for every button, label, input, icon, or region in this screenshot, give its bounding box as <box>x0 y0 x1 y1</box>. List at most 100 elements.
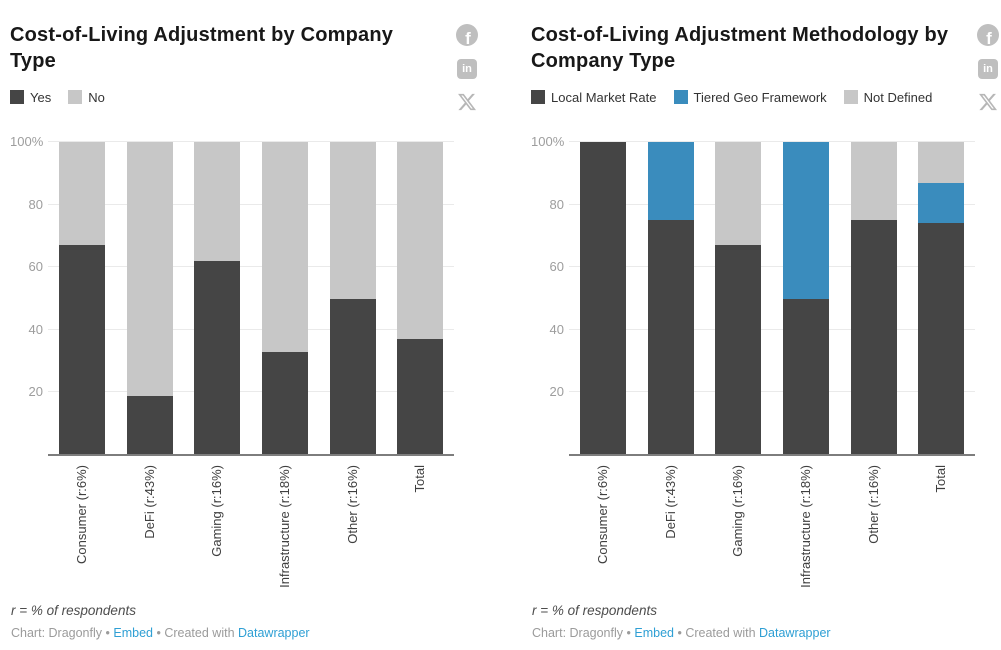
y-axis-tick-label: 60 <box>549 259 564 275</box>
datawrapper-link[interactable]: Datawrapper <box>238 626 310 640</box>
credit-separator: • <box>156 626 161 640</box>
gridline <box>569 328 975 330</box>
gridline <box>48 203 454 205</box>
x-axis-label: Total <box>933 465 949 493</box>
bars <box>569 142 975 455</box>
legend: Yes No <box>10 89 480 105</box>
chart-card-cola-by-company-type: f in Cost-of-Living Adjustment by Compan… <box>10 0 480 641</box>
bar-2[interactable] <box>715 142 762 455</box>
bar-0[interactable] <box>58 142 105 455</box>
facebook-glyph: f <box>465 29 471 46</box>
bar-slot <box>569 142 637 455</box>
bar-2[interactable] <box>194 142 241 455</box>
datawrapper-link[interactable]: Datawrapper <box>759 626 831 640</box>
bar-segment[interactable] <box>715 245 762 455</box>
facebook-share-icon[interactable]: f <box>456 24 478 46</box>
bar-segment[interactable] <box>58 142 105 246</box>
bar-segment[interactable] <box>579 142 626 455</box>
bar-segment[interactable] <box>850 220 897 455</box>
bar-segment[interactable] <box>850 142 897 221</box>
legend-item[interactable]: No <box>68 90 105 105</box>
bar-segment[interactable] <box>261 142 308 352</box>
bar-segment[interactable] <box>397 339 444 455</box>
bar-slot <box>319 142 387 455</box>
credit-byline: Chart: Dragonfly <box>532 626 624 640</box>
embed-link[interactable]: Embed <box>113 626 153 640</box>
chart-credit: Chart: Dragonfly • Embed • Created with … <box>532 625 1001 641</box>
bar-segment[interactable] <box>58 245 105 455</box>
credit-separator: • <box>626 626 631 640</box>
linkedin-share-icon[interactable]: in <box>978 59 998 79</box>
x-twitter-share-icon[interactable] <box>457 92 477 112</box>
credit-created-with: Created with <box>685 626 756 640</box>
x-axis-label: Total <box>412 465 428 493</box>
bar-slot <box>840 142 908 455</box>
facebook-share-icon[interactable]: f <box>977 24 999 46</box>
y-axis-tick-label: 100% <box>531 134 565 149</box>
bar-5[interactable] <box>397 142 444 455</box>
legend-item[interactable]: Local Market Rate <box>531 90 657 105</box>
bar-5[interactable] <box>918 142 965 455</box>
bar-1[interactable] <box>647 142 694 455</box>
bar-segment[interactable] <box>126 142 173 396</box>
bars <box>48 142 454 455</box>
bar-4[interactable] <box>329 142 376 455</box>
y-axis-tick-label: 40 <box>28 321 43 337</box>
gridline <box>48 328 454 330</box>
legend-swatch <box>531 90 545 104</box>
plot-area: 20 40 60 80 100% <box>531 134 1001 456</box>
bar-4[interactable] <box>850 142 897 455</box>
y-axis-tick-label: 20 <box>28 384 43 400</box>
legend-item[interactable]: Tiered Geo Framework <box>673 90 827 105</box>
bar-segment[interactable] <box>782 298 829 455</box>
bar-1[interactable] <box>126 142 173 455</box>
bar-3[interactable] <box>261 142 308 455</box>
bar-slot <box>772 142 840 455</box>
bar-segment[interactable] <box>918 182 965 224</box>
bar-segment[interactable] <box>647 142 694 221</box>
chart-footnote: r = % of respondents <box>11 603 136 618</box>
bar-segment[interactable] <box>397 142 444 340</box>
y-axis-tick-label: 60 <box>28 259 43 275</box>
bar-segment[interactable] <box>329 142 376 299</box>
bar-segment[interactable] <box>782 142 829 299</box>
legend-swatch <box>68 90 83 104</box>
x-axis-line <box>48 454 454 456</box>
x-twitter-share-icon[interactable] <box>978 92 998 112</box>
bar-segment[interactable] <box>918 142 965 183</box>
linkedin-glyph: in <box>983 63 993 75</box>
bar-segment[interactable] <box>715 142 762 246</box>
bar-segment[interactable] <box>647 220 694 455</box>
y-axis-tick-label: 80 <box>549 196 564 212</box>
x-axis-label: DeFi (r:43%) <box>662 465 678 539</box>
bar-segment[interactable] <box>918 223 965 455</box>
bar-0[interactable] <box>579 142 626 455</box>
y-axis-tick-label: 40 <box>549 321 564 337</box>
bar-segment[interactable] <box>194 260 241 455</box>
bar-segment[interactable] <box>329 298 376 455</box>
legend-label: Yes <box>30 89 52 105</box>
gridline <box>569 391 975 393</box>
bar-segment[interactable] <box>126 395 173 455</box>
plot-area: 20 40 60 80 100% <box>10 134 480 456</box>
x-axis-label: Other (r:16%) <box>344 465 360 544</box>
bar-segment[interactable] <box>194 142 241 261</box>
bar-segment[interactable] <box>261 351 308 455</box>
bar-3[interactable] <box>782 142 829 455</box>
x-axis-label: Infrastructure (r:18%) <box>276 465 292 588</box>
embed-link[interactable]: Embed <box>634 626 674 640</box>
gridline <box>48 141 454 142</box>
linkedin-share-icon[interactable]: in <box>457 59 477 79</box>
credit-created-with: Created with <box>164 626 235 640</box>
x-axis-line <box>569 454 975 456</box>
legend-item[interactable]: Not Defined <box>843 89 933 105</box>
legend-item[interactable]: Yes <box>10 90 51 105</box>
y-axis-tick-label: 100% <box>10 134 44 149</box>
legend-label: Local Market Rate <box>551 89 657 105</box>
legend-label: Not Defined <box>863 89 933 105</box>
bar-slot <box>116 142 184 455</box>
bar-slot <box>183 142 251 455</box>
linkedin-glyph: in <box>462 63 472 75</box>
x-axis-label: Consumer (r:6%) <box>73 465 89 564</box>
